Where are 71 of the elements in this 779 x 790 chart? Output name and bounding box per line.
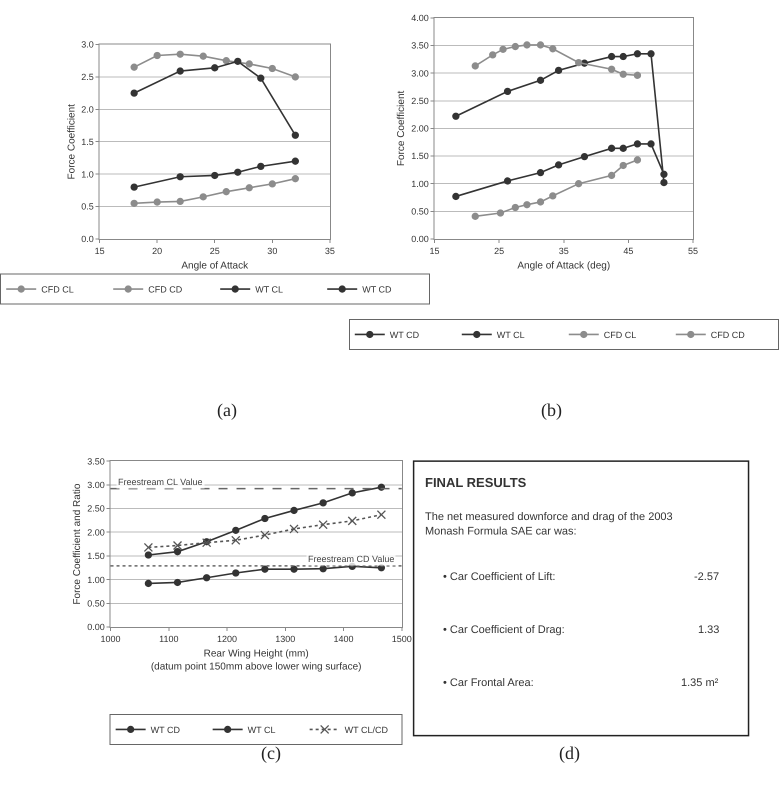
ref-line-label: Freestream CD Value	[308, 554, 394, 564]
x-tick-label: 25	[210, 246, 220, 256]
x-tick-label: 25	[494, 246, 504, 256]
x-tick-label: 45	[623, 246, 634, 256]
y-axis-title: Force Coefficient	[396, 90, 408, 166]
y-tick-label: 2.5	[81, 72, 94, 82]
y-tick-label: 1.00	[87, 574, 105, 585]
x-axis-title: Rear Wing Height (mm) (datum point 150mm above lower wing surface)	[150, 648, 362, 672]
x-tick-label: 1500	[392, 634, 412, 644]
x-tick-label: 15	[94, 246, 105, 256]
x-axis-title: Angle of Attack	[181, 260, 250, 272]
legend-label: WT CL	[255, 284, 284, 295]
text: (c)	[261, 743, 281, 763]
text: 1.35 m²	[681, 677, 719, 689]
legend-label: WT CL/CD	[344, 724, 388, 735]
x-tick-label: 30	[267, 246, 278, 256]
y-tick-label: 1.0	[81, 169, 94, 180]
y-axis-title: Force Coefficient and Ratio	[72, 483, 84, 605]
x-tick-label: 55	[688, 246, 698, 256]
text: • Car Frontal Area:	[443, 677, 534, 689]
y-tick-label: 2.00	[87, 527, 105, 538]
legend-label: WT CD	[390, 330, 420, 340]
legend-label: WT CL	[248, 724, 276, 735]
x-tick-label: 1000	[100, 634, 121, 644]
x-tick-label: 35	[558, 246, 569, 256]
text: (d)	[559, 743, 580, 763]
y-tick-label: 1.50	[411, 151, 429, 162]
text: • Car Coefficient of Lift:	[443, 571, 556, 583]
ref-line-label: Freestream CL Value	[118, 477, 203, 487]
legend-label: CFD CD	[148, 284, 183, 295]
text: • Car Coefficient of Drag:	[443, 624, 565, 636]
y-tick-label: 2.00	[411, 124, 429, 134]
x-tick-label: 1100	[159, 634, 178, 644]
y-tick-label: 3.00	[411, 68, 429, 78]
text: FINAL RESULTS	[425, 475, 527, 490]
y-tick-label: 3.50	[411, 40, 429, 51]
x-tick-label: 1300	[275, 634, 296, 644]
y-tick-label: 3.0	[81, 40, 94, 50]
y-tick-label: 2.0	[81, 104, 94, 114]
text: The net measured downforce and drag of the 2003 Monash Formula SAE car was:	[425, 511, 673, 538]
y-axis-title: Force Coefficient	[66, 104, 78, 180]
y-tick-label: 1.5	[81, 136, 94, 147]
y-tick-label: 3.00	[87, 480, 105, 490]
text: (b)	[541, 400, 562, 420]
legend-label: CFD CL	[41, 284, 74, 295]
text: (a)	[217, 400, 237, 420]
y-tick-label: 0.50	[87, 598, 105, 608]
y-tick-label: 2.50	[411, 96, 429, 106]
y-tick-label: 0.0	[81, 234, 94, 244]
legend-label: CFD CD	[710, 330, 746, 340]
x-tick-label: 1400	[334, 634, 354, 644]
x-tick-label: 35	[324, 246, 335, 256]
y-tick-label: 1.50	[87, 551, 105, 562]
x-axis-title: Angle of Attack (deg)	[517, 260, 610, 272]
y-tick-label: 4.00	[411, 12, 429, 23]
legend-label: CFD CL	[604, 330, 636, 340]
y-tick-label: 0.00	[411, 234, 429, 244]
x-tick-label: 15	[430, 246, 440, 256]
y-tick-label: 0.50	[411, 206, 429, 217]
y-tick-label: 2.50	[87, 504, 105, 514]
text: 1.33	[698, 624, 720, 636]
x-tick-label: 20	[152, 246, 162, 256]
y-tick-label: 3.50	[87, 456, 105, 466]
x-tick-label: 1200	[217, 634, 238, 644]
y-tick-label: 0.5	[81, 202, 94, 212]
text: -2.57	[694, 571, 720, 583]
legend-label: WT CD	[150, 724, 180, 735]
legend-label: WT CD	[362, 284, 392, 295]
y-tick-label: 0.00	[87, 622, 105, 632]
y-tick-label: 1.00	[411, 178, 429, 189]
legend-label: WT CL	[496, 330, 525, 340]
